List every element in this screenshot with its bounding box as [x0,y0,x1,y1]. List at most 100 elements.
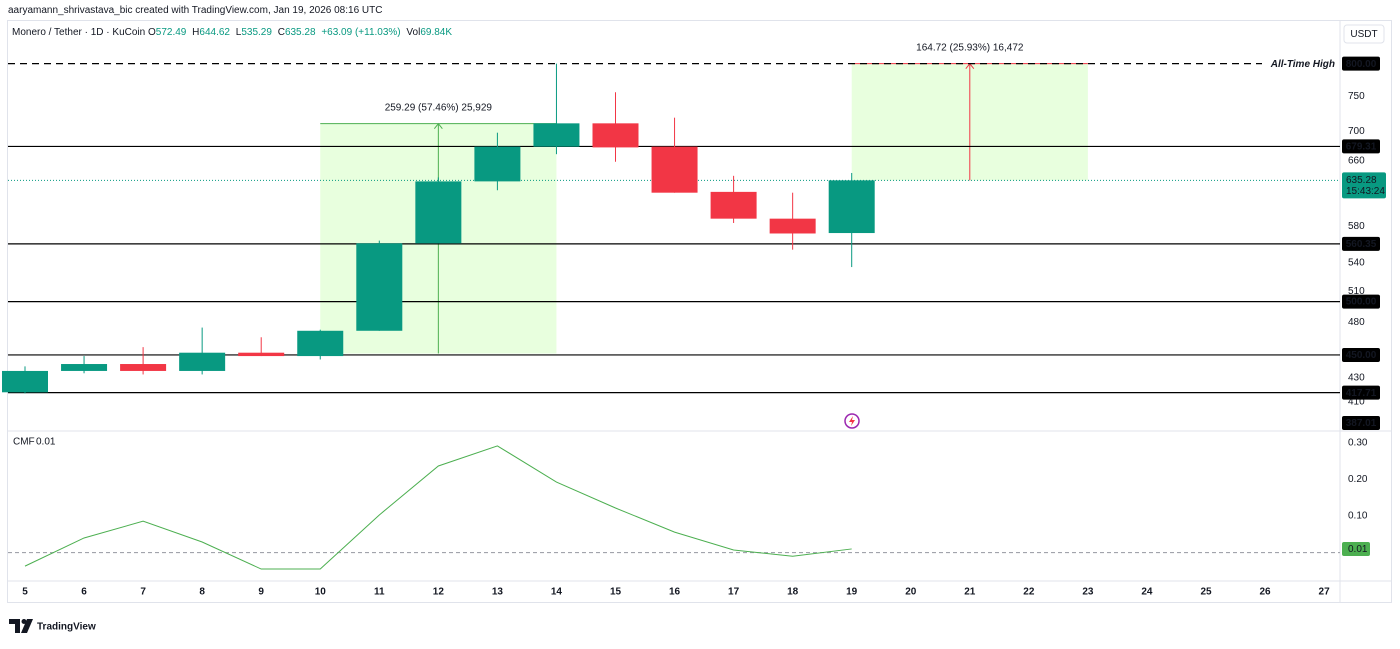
indicator-title: CMF [13,437,35,448]
candle-body [710,191,757,219]
last-price-box [1342,172,1386,199]
level-label: 500.00 [1346,297,1377,308]
level-label: 417.71 [1346,388,1377,399]
logo-shape [9,619,20,633]
x-tick-label: 9 [258,587,264,598]
level-note: All-Time High [1270,59,1335,70]
x-tick-label: 21 [964,587,976,598]
cmf-value-label: 0.01 [1348,544,1368,555]
level-label-box [1342,236,1380,251]
close-label: C [277,27,285,38]
high-label: H [192,27,200,38]
candle-body [415,181,462,244]
candle-body [769,218,816,234]
x-tick-label: 6 [81,587,87,598]
measure-arrowhead [433,122,443,129]
level-label: 560.35 [1346,239,1377,250]
attribution: aaryamann_shrivastava_bic created with T… [8,5,383,16]
open-label: O [148,27,156,38]
x-tick-label: 10 [315,587,327,598]
chart-border [7,20,1392,603]
level-label-box [1342,56,1380,71]
logo-shape [21,619,33,633]
low-label: L [235,27,242,38]
cmf-value-box [1342,541,1370,556]
x-tick-label: 7 [140,587,146,598]
y-tick-label: 430 [1348,373,1365,384]
candle-body [592,123,639,148]
symbol: Monero / Tether · 1D · KuCoin [12,27,146,38]
candle-body [474,146,521,182]
x-tick-label: 12 [433,587,445,598]
indicator-value: 0.01 [36,437,56,448]
candle-body [61,364,108,371]
x-tick-label: 5 [22,587,28,598]
cmf-tick-label: 0.10 [1348,511,1368,522]
x-tick-label: 16 [669,587,681,598]
x-tick-label: 27 [1319,587,1331,598]
close-value: 635.28 [284,27,316,38]
level-label: 450.00 [1346,350,1377,361]
x-tick-label: 20 [905,587,917,598]
countdown: 15:43:24 [1346,186,1385,197]
alert-icon[interactable] [844,413,860,429]
y-tick-label: 700 [1348,126,1365,137]
x-tick-label: 17 [728,587,740,598]
y-tick-label: 480 [1348,317,1365,328]
x-tick-label: 8 [199,587,205,598]
candle-body [120,364,167,371]
y-tick-label: 540 [1348,257,1365,268]
brand: TradingView [37,622,96,633]
logo-dot [21,619,27,624]
level-label-box [1342,294,1380,309]
volume: 69.84K [420,27,453,38]
y-tick-label: 660 [1348,156,1365,167]
x-tick-label: 24 [1141,587,1153,598]
x-tick-label: 25 [1200,587,1212,598]
candle-body [238,352,285,357]
x-tick-label: 11 [374,587,385,598]
candle-body [2,370,48,393]
measure-label: 259.29 (57.46%) 25,929 [385,102,493,113]
high-value: 644.62 [199,27,230,38]
low-value: 535.29 [241,27,272,38]
quote-legend: Monero / Tether · 1D · KuCoin O572.49 H6… [12,27,455,38]
measure-label: 164.72 (25.93%) 16,472 [916,42,1024,53]
cmf-line [24,445,852,570]
y-tick-label: 410 [1348,397,1365,408]
x-tick-label: 19 [846,587,858,598]
y-tick-label: 580 [1348,221,1365,232]
x-tick-label: 23 [1082,587,1094,598]
x-tick-label: 14 [551,587,563,598]
y-tick-label: 750 [1348,91,1365,102]
x-tick-label: 26 [1259,587,1271,598]
level-label-box [1342,347,1380,362]
brand-logo [9,619,33,633]
level-note-bg [1262,56,1338,71]
last-price-label: 635.28 [1346,175,1377,186]
cmf-tick-label: 0.20 [1348,474,1368,485]
level-label: 387.01 [1346,418,1377,429]
currency-button[interactable] [1343,24,1385,44]
level-label: 800.00 [1346,59,1377,70]
x-tick-label: 15 [610,587,622,598]
cmf-tick-label: 0.30 [1348,438,1368,449]
candle-body [179,352,226,371]
level-label-box [1342,416,1380,430]
y-tick-label: 510 [1348,286,1365,297]
alert-icon-bolt[interactable] [849,416,855,426]
change: +63.09 (+11.03%) [321,27,401,38]
x-tick-label: 13 [492,587,504,598]
candle-body [651,146,698,193]
level-label-box [1342,385,1380,400]
open-value: 572.49 [155,27,187,38]
x-tick-label: 18 [787,587,799,598]
candle-body [297,330,344,357]
x-tick-label: 22 [1023,587,1035,598]
volume-label: Vol [406,27,421,38]
currency[interactable]: USDT [1350,29,1377,40]
candle-body [356,243,403,331]
level-label-box [1342,139,1380,154]
